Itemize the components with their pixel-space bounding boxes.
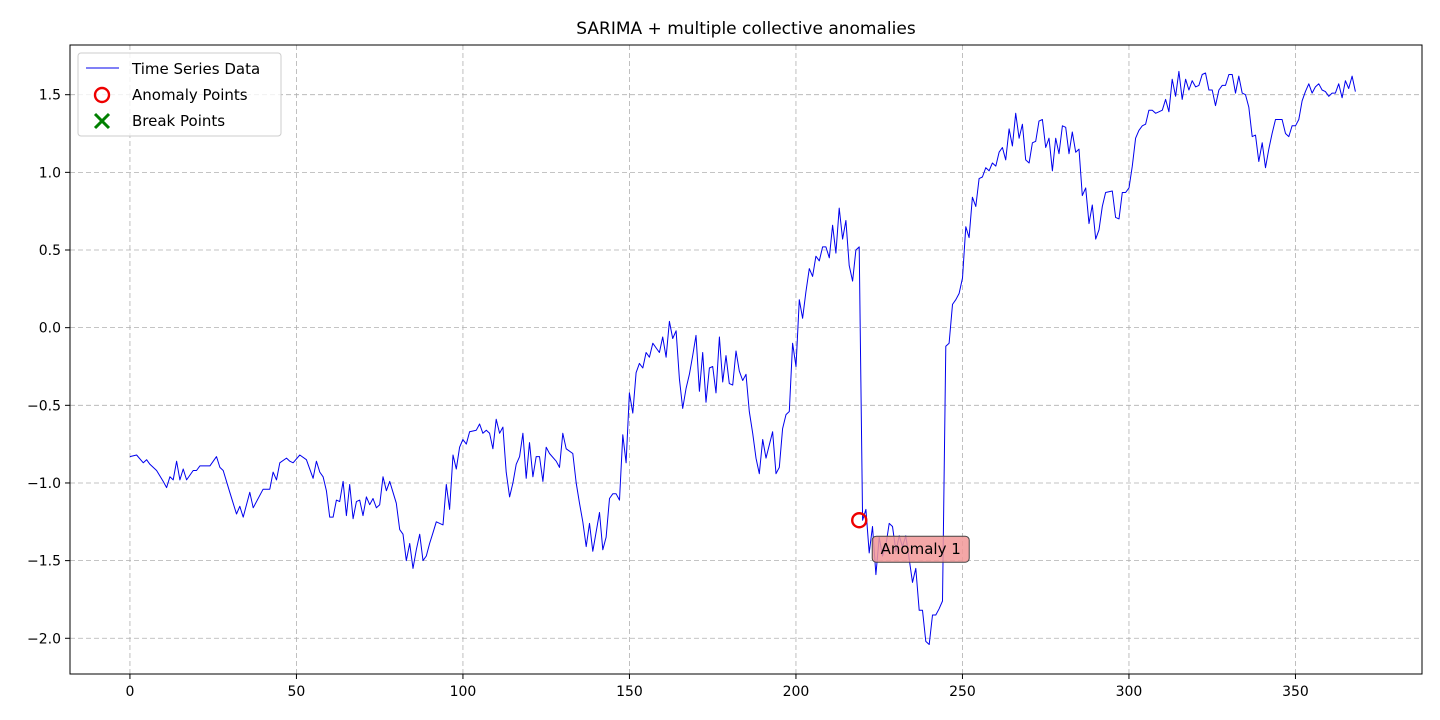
- y-tick-label: −1.0: [27, 476, 61, 492]
- x-tick-label: 350: [1282, 684, 1309, 700]
- y-tick-label: 0.0: [39, 321, 61, 337]
- x-tick-label: 100: [450, 684, 477, 700]
- legend-break-marker: [93, 112, 111, 130]
- x-tick-label: 300: [1116, 684, 1143, 700]
- x-tick-label: 150: [616, 684, 643, 700]
- legend-label-time-series: Time Series Data: [131, 60, 260, 78]
- y-tick-label: −1.5: [27, 554, 61, 570]
- y-tick-label: 0.5: [39, 243, 61, 259]
- legend-anomaly-marker: [93, 86, 111, 104]
- x-tick-label: 50: [288, 684, 306, 700]
- x-axis: 0 50 100 150 200 250 300 350: [125, 674, 1309, 700]
- y-tick-label: −2.0: [27, 631, 61, 647]
- anomaly-point-marker: [851, 512, 868, 529]
- annotation-box: [871, 535, 970, 563]
- y-tick-label: 1.5: [39, 88, 61, 104]
- y-tick-label: 1.0: [39, 165, 61, 181]
- legend-label-break-points: Break Points: [132, 112, 225, 130]
- legend-label-anomaly-points: Anomaly Points: [132, 86, 248, 104]
- grid-lines: [70, 45, 1422, 674]
- x-tick-label: 200: [783, 684, 810, 700]
- annotation-label: Anomaly 1: [881, 540, 961, 558]
- y-axis: −2.0 −1.5 −1.0 −0.5 0.0 0.5 1.0 1.5: [27, 88, 70, 647]
- x-tick-label: 250: [949, 684, 976, 700]
- annotation-layer: Anomaly 1: [871, 535, 970, 563]
- legend-box: [77, 52, 282, 137]
- x-tick-label: 0: [125, 684, 134, 700]
- annotation-anomaly: Anomaly 1: [871, 535, 970, 563]
- series-line-layer: [129, 70, 1356, 645]
- chart-title: SARIMA + multiple collective anomalies: [576, 19, 916, 39]
- anomaly-marker-layer: [851, 512, 868, 529]
- series-line-time-series: [129, 70, 1356, 645]
- plot-frame: [69, 44, 1423, 675]
- legend: Time Series Data Anomaly Points Break Po…: [77, 52, 282, 137]
- y-tick-label: −0.5: [27, 398, 61, 414]
